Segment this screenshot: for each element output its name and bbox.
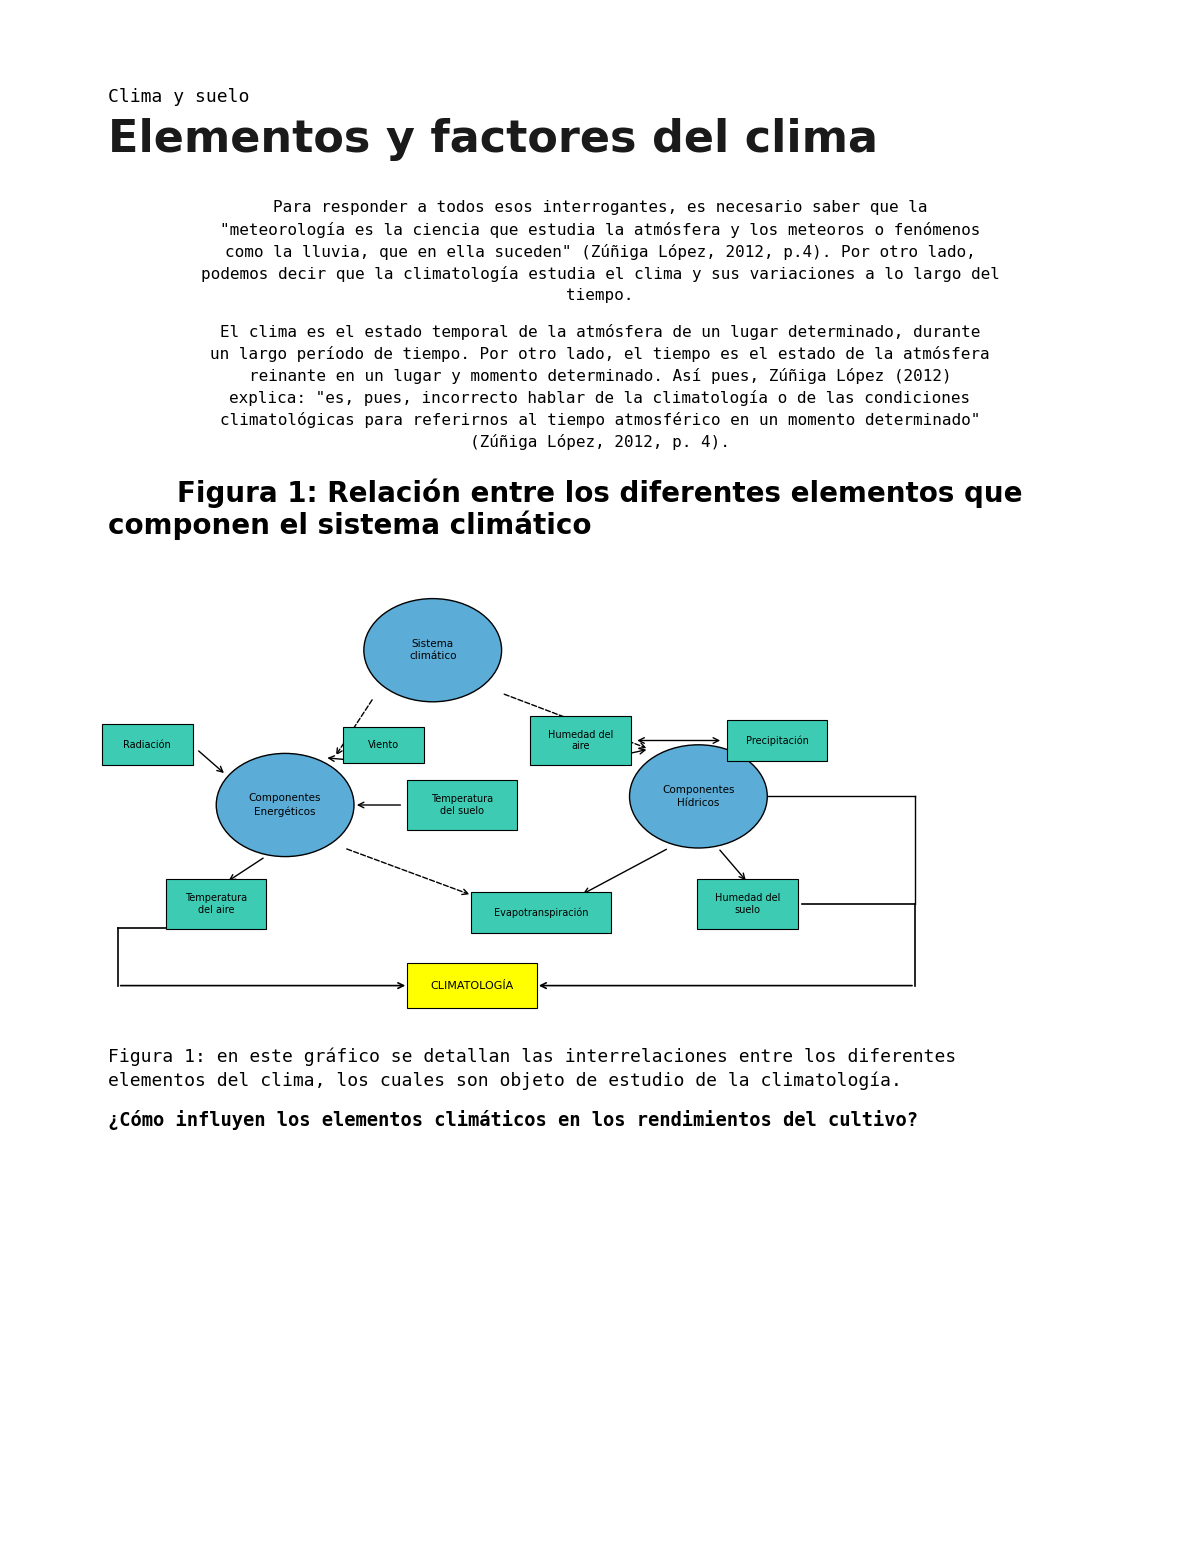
Ellipse shape <box>364 598 502 702</box>
Text: Para responder a todos esos interrogantes, es necesario saber que la: Para responder a todos esos interrogante… <box>272 200 928 214</box>
Text: tiempo.: tiempo. <box>566 287 634 303</box>
Text: CLIMATOLOGÍA: CLIMATOLOGÍA <box>431 980 514 991</box>
Text: Componentes
Energéticos: Componentes Energéticos <box>248 794 322 817</box>
FancyBboxPatch shape <box>727 721 827 761</box>
FancyBboxPatch shape <box>407 780 517 829</box>
Text: Figura 1: en este gráfico se detallan las interrelaciones entre los diferentes: Figura 1: en este gráfico se detallan la… <box>108 1048 956 1067</box>
FancyBboxPatch shape <box>407 963 538 1008</box>
Text: Sistema
climático: Sistema climático <box>409 638 456 662</box>
Text: componen el sistema climático: componen el sistema climático <box>108 509 592 539</box>
Text: Humedad del
suelo: Humedad del suelo <box>715 893 780 915</box>
FancyBboxPatch shape <box>472 891 611 933</box>
FancyBboxPatch shape <box>530 716 630 766</box>
Text: Precipitación: Precipitación <box>745 735 809 745</box>
Text: Temperatura
del aire: Temperatura del aire <box>185 893 247 915</box>
FancyBboxPatch shape <box>102 724 193 766</box>
Text: Temperatura
del suelo: Temperatura del suelo <box>431 794 493 815</box>
Text: elementos del clima, los cuales son objeto de estudio de la climatología.: elementos del clima, los cuales son obje… <box>108 1072 902 1090</box>
Text: Clima y suelo: Clima y suelo <box>108 89 250 106</box>
FancyBboxPatch shape <box>343 727 424 763</box>
Text: climatológicas para referirnos al tiempo atmosférico en un momento determinado": climatológicas para referirnos al tiempo… <box>220 412 980 429</box>
Text: Figura 1: Relación entre los diferentes elementos que: Figura 1: Relación entre los diferentes … <box>178 478 1022 508</box>
Text: (Zúñiga López, 2012, p. 4).: (Zúñiga López, 2012, p. 4). <box>470 433 730 450</box>
Ellipse shape <box>216 753 354 857</box>
Text: como la lluvia, que en ella suceden" (Zúñiga López, 2012, p.4). Por otro lado,: como la lluvia, que en ella suceden" (Zú… <box>224 244 976 259</box>
Text: Viento: Viento <box>368 739 400 750</box>
Text: un largo período de tiempo. Por otro lado, el tiempo es el estado de la atmósfer: un largo período de tiempo. Por otro lad… <box>210 346 990 362</box>
Text: "meteorología es la ciencia que estudia la atmósfera y los meteoros o fenómenos: "meteorología es la ciencia que estudia … <box>220 222 980 238</box>
Text: podemos decir que la climatología estudia el clima y sus variaciones a lo largo : podemos decir que la climatología estudi… <box>200 266 1000 283</box>
FancyBboxPatch shape <box>697 879 798 929</box>
Text: Evapotranspiración: Evapotranspiración <box>493 907 588 918</box>
Text: Componentes
Hídricos: Componentes Hídricos <box>662 786 734 808</box>
Ellipse shape <box>630 745 767 848</box>
Text: El clima es el estado temporal de la atmósfera de un lugar determinado, durante: El clima es el estado temporal de la atm… <box>220 325 980 340</box>
Text: reinante en un lugar y momento determinado. Así pues, Zúñiga López (2012): reinante en un lugar y momento determina… <box>248 368 952 384</box>
Text: ¿Cómo influyen los elementos climáticos en los rendimientos del cultivo?: ¿Cómo influyen los elementos climáticos … <box>108 1110 918 1131</box>
FancyBboxPatch shape <box>166 879 266 929</box>
Text: Elementos y factores del clima: Elementos y factores del clima <box>108 118 878 162</box>
Text: Radiación: Radiación <box>124 739 172 750</box>
Text: Humedad del
aire: Humedad del aire <box>547 730 613 752</box>
Text: explica: "es, pues, incorrecto hablar de la climatología o de las condiciones: explica: "es, pues, incorrecto hablar de… <box>229 390 971 405</box>
